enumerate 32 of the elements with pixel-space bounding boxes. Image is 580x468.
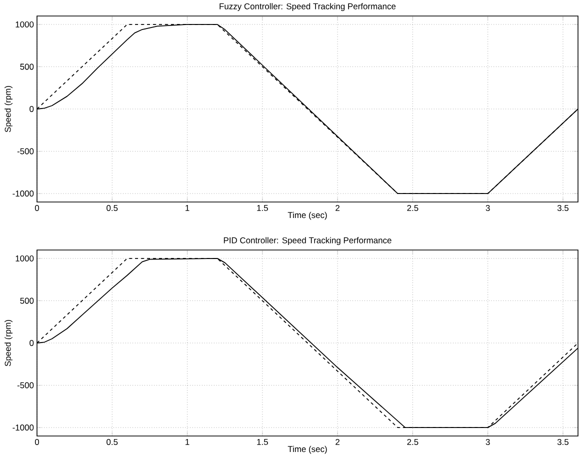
y-tick-label: 1000 xyxy=(16,21,34,28)
y-tick-label: 500 xyxy=(20,298,34,304)
x-tick-label: 3.5 xyxy=(557,439,569,446)
chart-title: PID Controller: Speed Tracking Performance xyxy=(224,237,392,245)
x-axis-title: Time (sec) xyxy=(288,446,327,454)
y-tick-label: 500 xyxy=(20,64,34,70)
chart-title: Fuzzy Controller: Speed Tracking Performance xyxy=(220,3,396,11)
x-tick-label: 2.5 xyxy=(407,439,418,446)
x-tick-label: 0 xyxy=(34,439,40,446)
y-tick-label: 0 xyxy=(30,340,34,346)
x-tick-label: 1 xyxy=(186,205,190,211)
x-tick-label: 2.5 xyxy=(407,205,418,212)
x-axis-title: Time (sec) xyxy=(288,212,327,220)
x-tick-label: 0.5 xyxy=(106,439,118,446)
y-axis-title: Speed (rpm) xyxy=(4,320,12,366)
x-tick-label: 2 xyxy=(336,439,340,445)
y-tick-label: 0 xyxy=(30,106,34,112)
y-tick-label: -500 xyxy=(17,148,34,154)
y-axis-title: Speed (rpm) xyxy=(4,86,12,132)
x-tick-label: 0 xyxy=(34,205,40,212)
x-tick-label: 2 xyxy=(336,205,340,211)
x-tick-label: 1 xyxy=(186,439,190,445)
x-tick-label: 3.5 xyxy=(557,205,569,212)
x-tick-label: 0.5 xyxy=(106,205,118,212)
x-tick-label: 3 xyxy=(486,205,490,212)
x-tick-label: 3 xyxy=(486,439,490,446)
y-tick-label: 1000 xyxy=(16,255,34,262)
x-tick-label: 1.5 xyxy=(257,439,268,445)
y-tick-label: -500 xyxy=(17,382,34,388)
y-tick-label: -1000 xyxy=(12,190,34,197)
x-tick-label: 1.5 xyxy=(257,205,268,211)
y-tick-label: -1000 xyxy=(12,424,34,431)
